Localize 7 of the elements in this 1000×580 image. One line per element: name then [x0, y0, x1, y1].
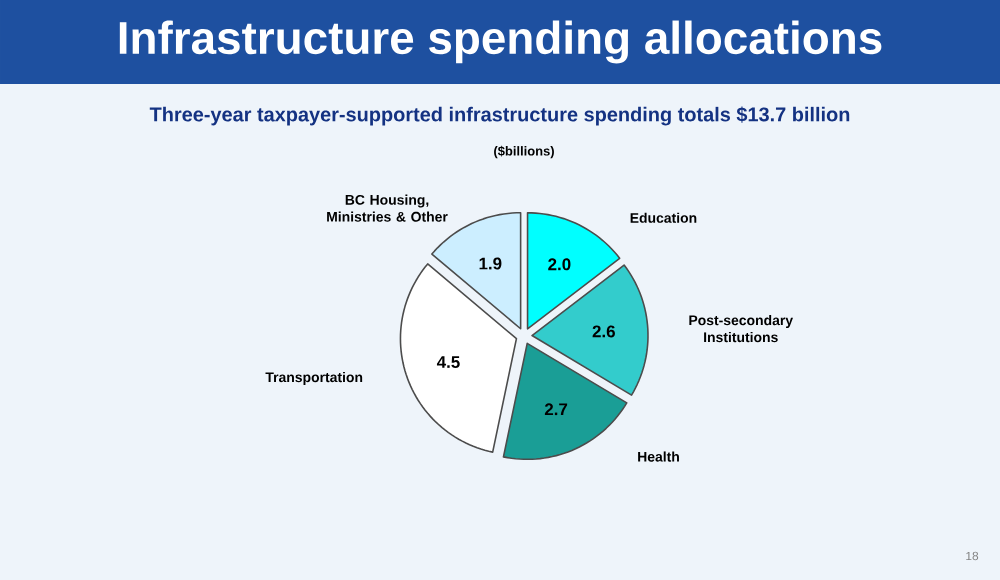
data-label: 1.9 — [479, 257, 502, 270]
data-label: 4.5 — [436, 356, 460, 368]
data-label: 2.7 — [544, 403, 568, 416]
data-label: 2.0 — [548, 258, 571, 271]
chart-title: Infrastructure spending allocations — [119, 20, 882, 64]
data-label: 2.6 — [592, 325, 615, 338]
chart-subtitle: Three-year taxpayer-supported infrastructure spending totals $13.7 billion — [149, 106, 850, 126]
